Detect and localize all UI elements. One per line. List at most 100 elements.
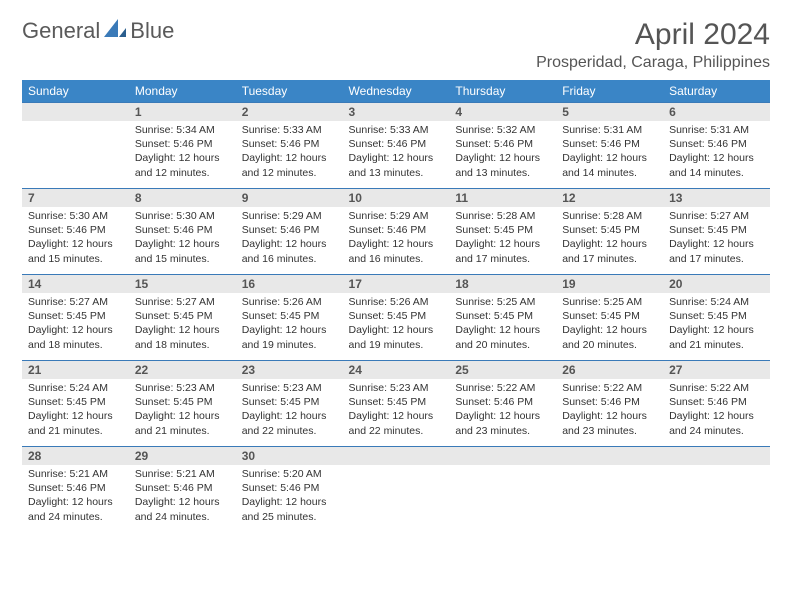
sunrise-line: Sunrise: 5:27 AM — [28, 295, 123, 309]
sunset-label: Sunset: — [349, 224, 388, 236]
daylight-line: Daylight: 12 hours and 20 minutes. — [562, 323, 657, 351]
calendar-cell: 24Sunrise: 5:23 AMSunset: 5:45 PMDayligh… — [343, 360, 450, 446]
day-number — [343, 446, 450, 465]
sunset-label: Sunset: — [669, 224, 708, 236]
calendar-cell: 14Sunrise: 5:27 AMSunset: 5:45 PMDayligh… — [22, 274, 129, 360]
day-header: Saturday — [663, 80, 770, 102]
sunset-line: Sunset: 5:46 PM — [242, 223, 337, 237]
sunrise-line: Sunrise: 5:27 AM — [669, 209, 764, 223]
calendar-cell: 30Sunrise: 5:20 AMSunset: 5:46 PMDayligh… — [236, 446, 343, 532]
day-number: 26 — [556, 360, 663, 379]
sunset-line: Sunset: 5:46 PM — [242, 137, 337, 151]
sunset-value: 5:45 PM — [601, 310, 640, 322]
calendar-cell: 22Sunrise: 5:23 AMSunset: 5:45 PMDayligh… — [129, 360, 236, 446]
day-header: Wednesday — [343, 80, 450, 102]
sunrise-line: Sunrise: 5:28 AM — [455, 209, 550, 223]
daylight-label: Daylight: — [28, 238, 72, 250]
sunrise-line: Sunrise: 5:34 AM — [135, 123, 230, 137]
daylight-label: Daylight: — [242, 152, 286, 164]
sunset-label: Sunset: — [562, 310, 601, 322]
sunset-value: 5:46 PM — [708, 396, 747, 408]
daylight-label: Daylight: — [349, 152, 393, 164]
calendar-cell: 17Sunrise: 5:26 AMSunset: 5:45 PMDayligh… — [343, 274, 450, 360]
daylight-line: Daylight: 12 hours and 23 minutes. — [455, 409, 550, 437]
calendar-cell: 4Sunrise: 5:32 AMSunset: 5:46 PMDaylight… — [449, 102, 556, 188]
sunset-value: 5:46 PM — [494, 396, 533, 408]
sunset-label: Sunset: — [455, 396, 494, 408]
day-number: 5 — [556, 102, 663, 121]
sunset-line: Sunset: 5:45 PM — [242, 395, 337, 409]
sunrise-label: Sunrise: — [455, 296, 496, 308]
day-content: Sunrise: 5:33 AMSunset: 5:46 PMDaylight:… — [343, 121, 450, 186]
day-number — [22, 102, 129, 121]
calendar-cell: 12Sunrise: 5:28 AMSunset: 5:45 PMDayligh… — [556, 188, 663, 274]
day-number: 13 — [663, 188, 770, 207]
sunset-line: Sunset: 5:46 PM — [455, 137, 550, 151]
month-title: April 2024 — [536, 18, 770, 52]
calendar-cell: 18Sunrise: 5:25 AMSunset: 5:45 PMDayligh… — [449, 274, 556, 360]
daylight-label: Daylight: — [349, 324, 393, 336]
logo-sail-icon — [104, 19, 126, 44]
daylight-line: Daylight: 12 hours and 13 minutes. — [349, 151, 444, 179]
calendar-cell: 1Sunrise: 5:34 AMSunset: 5:46 PMDaylight… — [129, 102, 236, 188]
sunset-line: Sunset: 5:45 PM — [349, 309, 444, 323]
daylight-line: Daylight: 12 hours and 17 minutes. — [669, 237, 764, 265]
sunrise-label: Sunrise: — [455, 210, 496, 222]
location: Prosperidad, Caraga, Philippines — [536, 54, 770, 72]
day-content: Sunrise: 5:27 AMSunset: 5:45 PMDaylight:… — [22, 293, 129, 358]
sunrise-label: Sunrise: — [135, 296, 176, 308]
sunrise-line: Sunrise: 5:25 AM — [455, 295, 550, 309]
day-number: 25 — [449, 360, 556, 379]
sunrise-label: Sunrise: — [562, 382, 603, 394]
sunrise-label: Sunrise: — [562, 296, 603, 308]
day-header: Tuesday — [236, 80, 343, 102]
sunrise-label: Sunrise: — [135, 210, 176, 222]
day-number: 15 — [129, 274, 236, 293]
sunset-line: Sunset: 5:46 PM — [349, 223, 444, 237]
daylight-line: Daylight: 12 hours and 17 minutes. — [455, 237, 550, 265]
sunrise-line: Sunrise: 5:23 AM — [349, 381, 444, 395]
sunset-label: Sunset: — [135, 396, 174, 408]
day-number: 4 — [449, 102, 556, 121]
sunset-value: 5:46 PM — [173, 138, 212, 150]
sunrise-value: 5:33 AM — [390, 124, 429, 136]
sunset-line: Sunset: 5:46 PM — [135, 481, 230, 495]
daylight-label: Daylight: — [28, 324, 72, 336]
sunrise-label: Sunrise: — [455, 382, 496, 394]
sunrise-label: Sunrise: — [455, 124, 496, 136]
day-content: Sunrise: 5:31 AMSunset: 5:46 PMDaylight:… — [663, 121, 770, 186]
calendar-cell: 7Sunrise: 5:30 AMSunset: 5:46 PMDaylight… — [22, 188, 129, 274]
sunset-line: Sunset: 5:45 PM — [349, 395, 444, 409]
day-number: 11 — [449, 188, 556, 207]
sunset-label: Sunset: — [562, 224, 601, 236]
daylight-line: Daylight: 12 hours and 25 minutes. — [242, 495, 337, 523]
sunrise-value: 5:20 AM — [283, 468, 322, 480]
daylight-line: Daylight: 12 hours and 22 minutes. — [242, 409, 337, 437]
calendar-week: 1Sunrise: 5:34 AMSunset: 5:46 PMDaylight… — [22, 102, 770, 188]
calendar-cell — [663, 446, 770, 532]
sunrise-line: Sunrise: 5:26 AM — [349, 295, 444, 309]
daylight-label: Daylight: — [562, 410, 606, 422]
daylight-line: Daylight: 12 hours and 23 minutes. — [562, 409, 657, 437]
sunrise-label: Sunrise: — [562, 124, 603, 136]
sunset-label: Sunset: — [135, 224, 174, 236]
day-number: 19 — [556, 274, 663, 293]
sunrise-line: Sunrise: 5:23 AM — [135, 381, 230, 395]
daylight-line: Daylight: 12 hours and 19 minutes. — [349, 323, 444, 351]
sunset-label: Sunset: — [349, 396, 388, 408]
calendar-cell: 28Sunrise: 5:21 AMSunset: 5:46 PMDayligh… — [22, 446, 129, 532]
day-content: Sunrise: 5:32 AMSunset: 5:46 PMDaylight:… — [449, 121, 556, 186]
daylight-line: Daylight: 12 hours and 22 minutes. — [349, 409, 444, 437]
calendar-cell: 6Sunrise: 5:31 AMSunset: 5:46 PMDaylight… — [663, 102, 770, 188]
daylight-line: Daylight: 12 hours and 20 minutes. — [455, 323, 550, 351]
day-content: Sunrise: 5:33 AMSunset: 5:46 PMDaylight:… — [236, 121, 343, 186]
sunset-line: Sunset: 5:46 PM — [669, 137, 764, 151]
sunset-value: 5:45 PM — [387, 396, 426, 408]
sunrise-line: Sunrise: 5:24 AM — [669, 295, 764, 309]
sunrise-value: 5:23 AM — [390, 382, 429, 394]
sunrise-value: 5:26 AM — [390, 296, 429, 308]
calendar-cell: 8Sunrise: 5:30 AMSunset: 5:46 PMDaylight… — [129, 188, 236, 274]
sunrise-line: Sunrise: 5:26 AM — [242, 295, 337, 309]
calendar-cell: 2Sunrise: 5:33 AMSunset: 5:46 PMDaylight… — [236, 102, 343, 188]
sunset-label: Sunset: — [455, 310, 494, 322]
